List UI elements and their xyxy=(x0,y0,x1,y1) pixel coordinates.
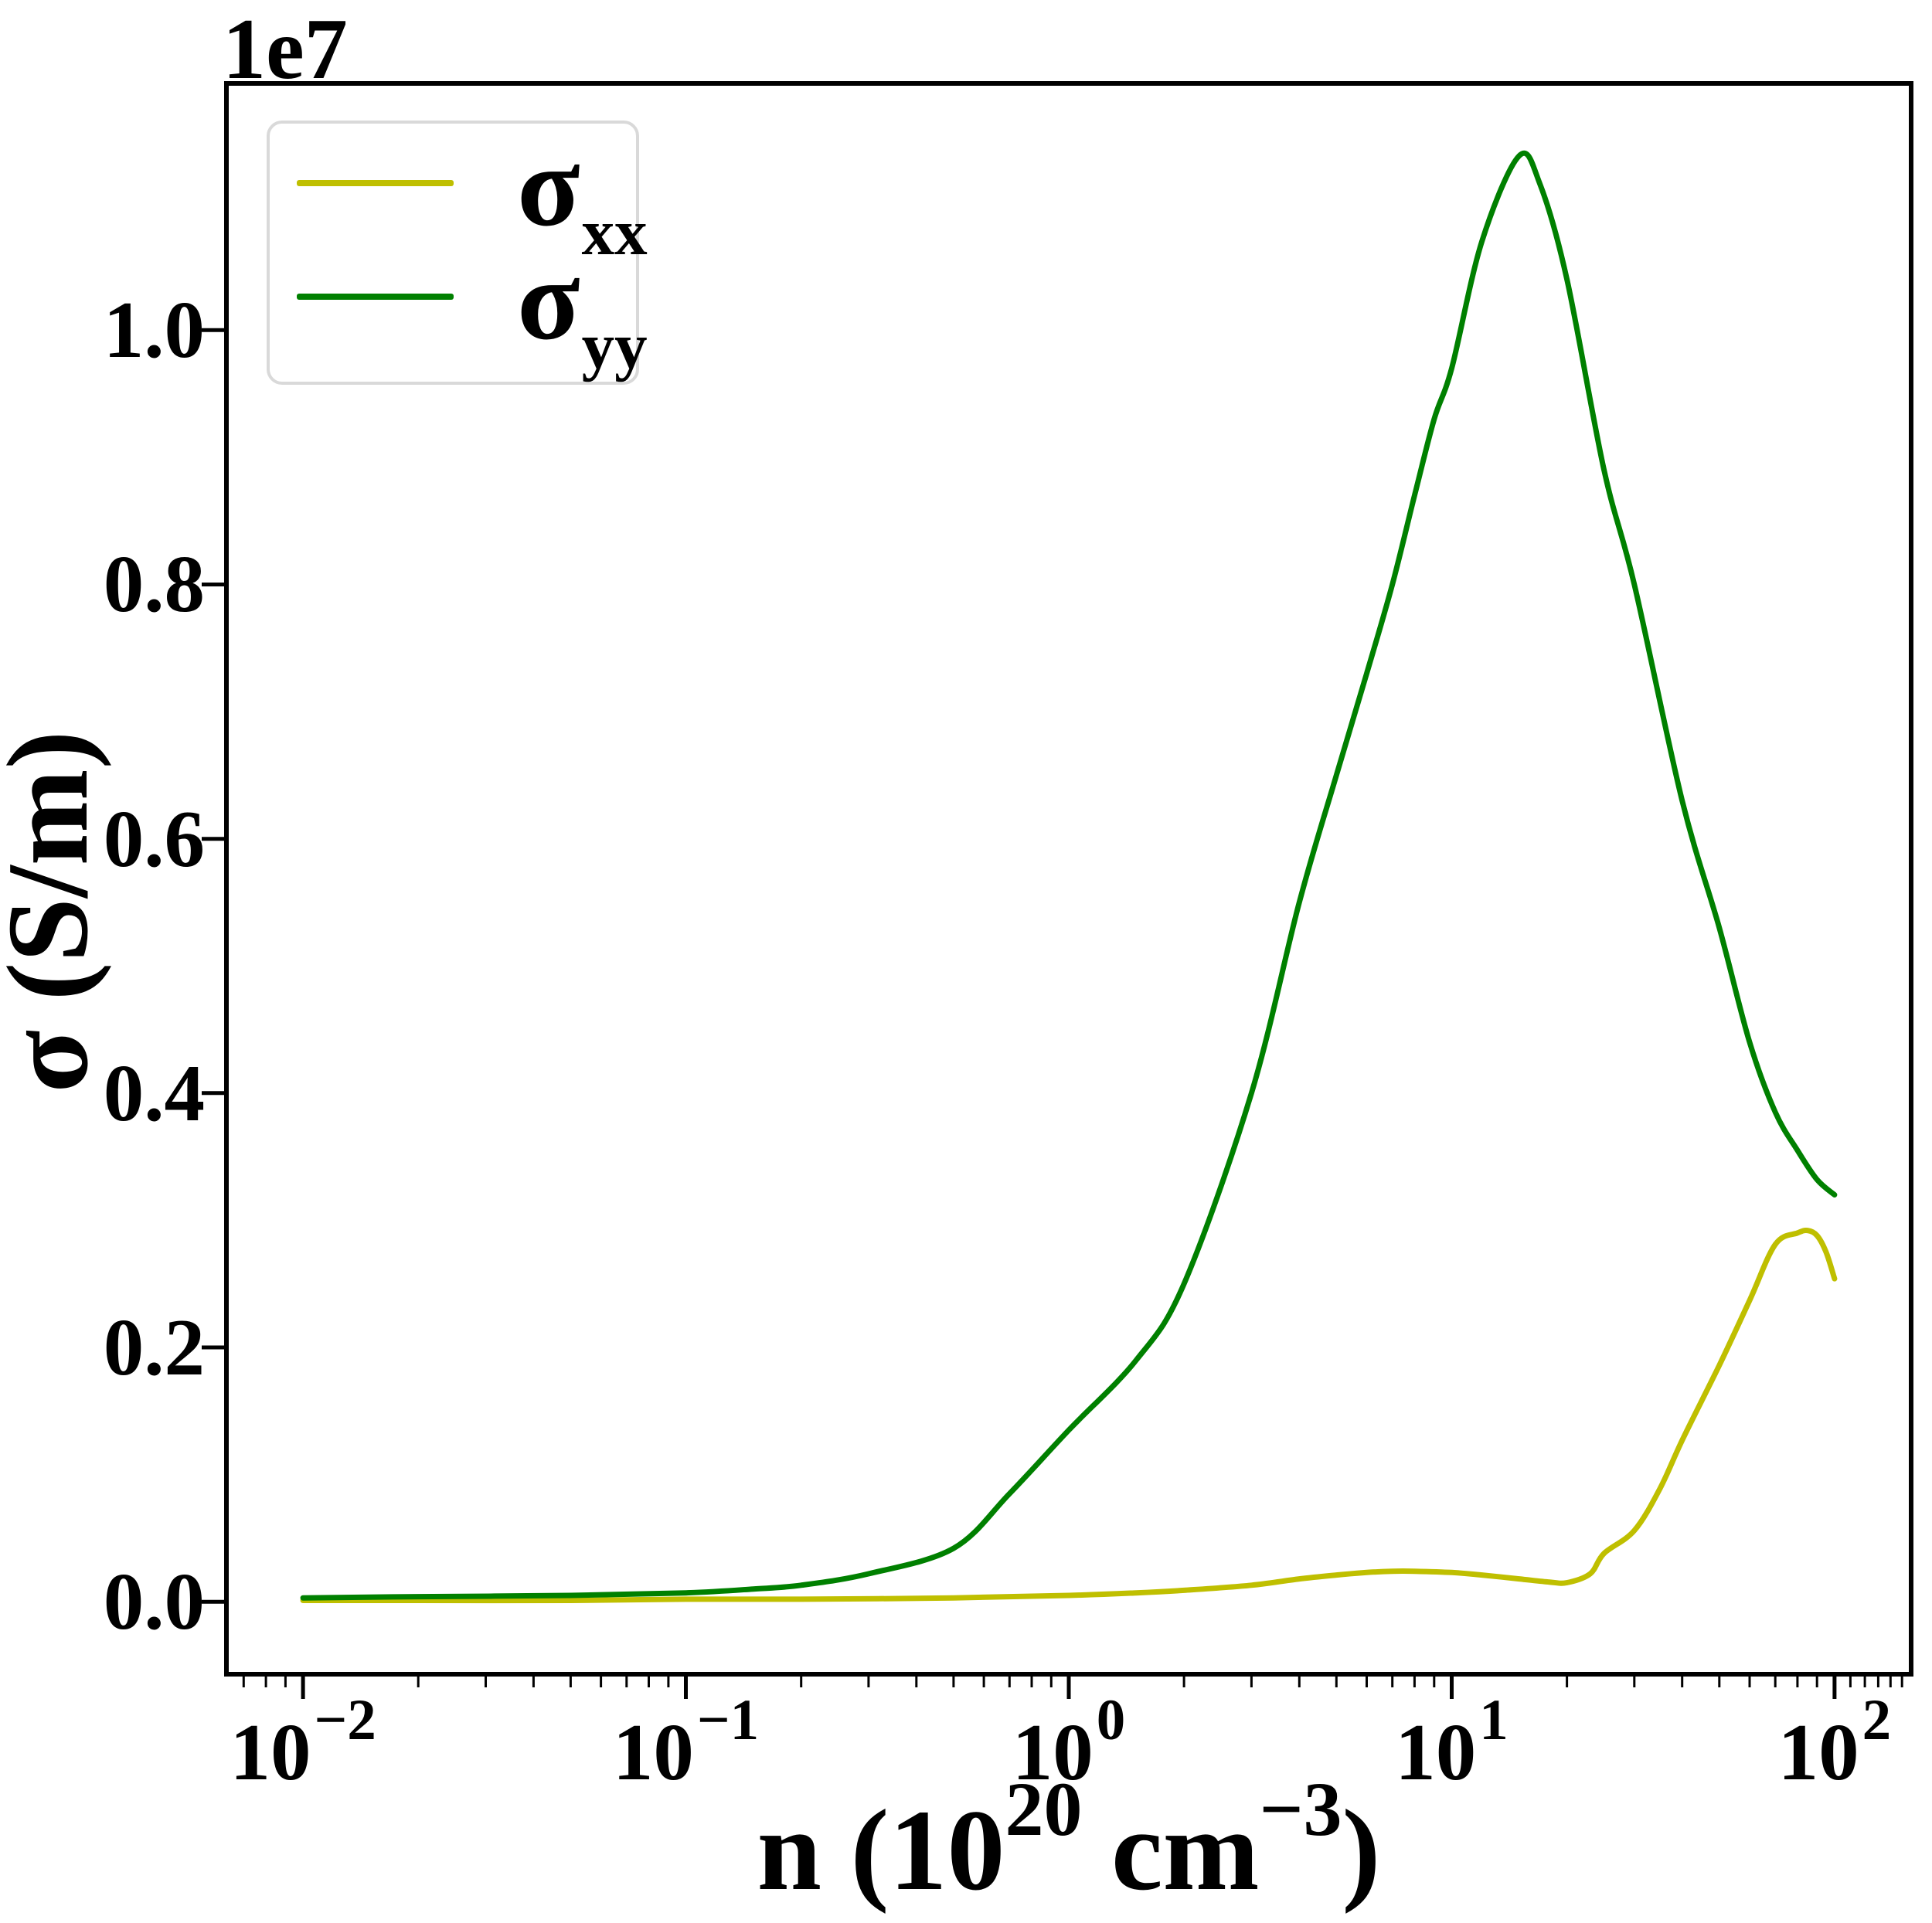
y-tick-label: 0.4 xyxy=(103,1047,205,1138)
curve-sigma_yy xyxy=(300,150,1838,1601)
sigma-xx-subscript: xx xyxy=(581,196,648,269)
y-axis-offset-label: 1e7 xyxy=(223,2,348,97)
curve-sigma_xx xyxy=(300,1227,1838,1604)
x-axis-label-text: n (10 xyxy=(757,1786,1005,1915)
y-tick-label: 1.0 xyxy=(103,284,205,375)
x-axis-label-close: ) xyxy=(1342,1786,1381,1915)
y-tick-label: 0.2 xyxy=(103,1302,205,1392)
x-tick-label: 102 xyxy=(1777,1688,1892,1797)
legend-label-sigma-yy: σyy xyxy=(517,242,648,382)
x-axis-label: n (1020 cm−3) xyxy=(757,1771,1381,1909)
legend-line-sigma-yy xyxy=(297,294,454,300)
x-axis-label-exponent: 20 xyxy=(1005,1766,1083,1852)
legend-line-sigma-xx xyxy=(297,180,454,186)
y-tick-label: 0.0 xyxy=(103,1556,205,1647)
sigma-yy-subscript: yy xyxy=(581,310,648,382)
legend: σxx σyy xyxy=(267,121,648,385)
x-tick-label: 10−2 xyxy=(230,1688,376,1797)
y-tick-label: 0.8 xyxy=(103,539,205,630)
x-tick-label: 100 xyxy=(1012,1688,1126,1797)
x-tick-label: 101 xyxy=(1395,1688,1509,1797)
x-axis-label-unit-exponent: −3 xyxy=(1259,1766,1342,1852)
sigma-symbol: σ xyxy=(517,236,580,364)
legend-label-sigma-xx: σxx xyxy=(517,128,648,269)
x-tick-label: 10−1 xyxy=(612,1688,760,1797)
x-axis-label-unit: cm xyxy=(1082,1786,1260,1915)
sigma-symbol: σ xyxy=(517,122,580,250)
y-tick-label: 0.6 xyxy=(103,793,205,884)
